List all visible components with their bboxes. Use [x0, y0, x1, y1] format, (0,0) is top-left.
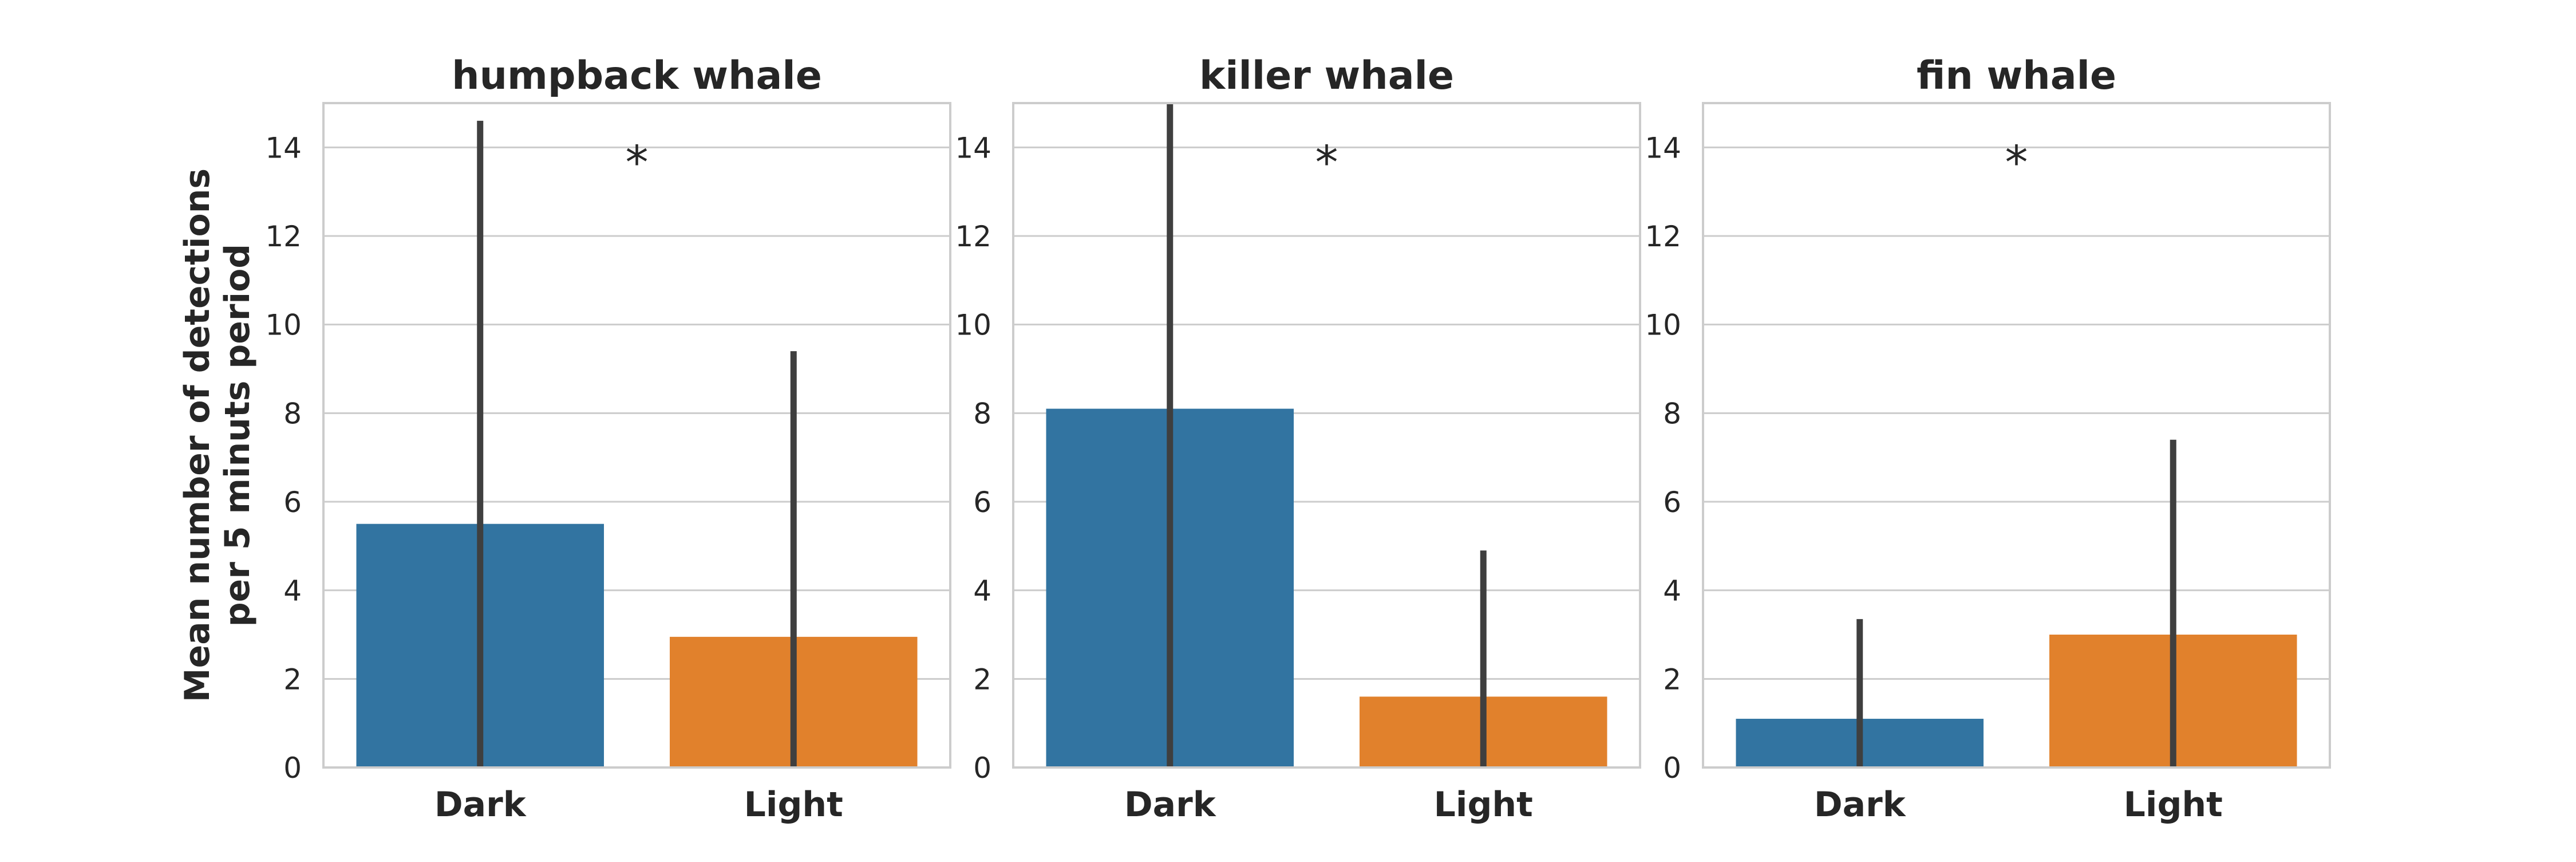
killer-whale-ytick-label-2: 2 — [973, 663, 991, 696]
humpback-whale-ytick-label-10: 10 — [265, 309, 302, 342]
humpback-whale-ytick-label-12: 12 — [265, 220, 302, 253]
humpback-whale-frame — [322, 102, 951, 769]
fin-whale-title: fin whale — [1917, 53, 2116, 99]
fin-whale-ytick-label-10: 10 — [1645, 309, 1681, 342]
killer-whale-ytick-label-14: 14 — [955, 131, 991, 164]
humpback-whale-ytick-label-6: 6 — [283, 486, 302, 519]
killer-whale-ytick-label-8: 8 — [973, 397, 991, 430]
killer-whale-title: killer whale — [1199, 53, 1454, 99]
fin-whale-ytick-label-8: 8 — [1663, 397, 1681, 430]
fin-whale-frame — [1702, 102, 2331, 769]
fin-whale-xtick-label-dark: Dark — [1814, 785, 1907, 825]
fin-whale-ytick-label-6: 6 — [1663, 486, 1681, 519]
humpback-whale-ytick-label-8: 8 — [283, 397, 302, 430]
killer-whale-ytick-label-4: 4 — [973, 574, 991, 608]
killer-whale-ytick-label-0: 0 — [973, 751, 991, 785]
fin-whale-ytick-label-4: 4 — [1663, 574, 1681, 608]
fin-whale-ytick-label-2: 2 — [1663, 663, 1681, 696]
fin-whale-ytick-label-14: 14 — [1645, 131, 1681, 164]
fin-whale-significance-mark: * — [2005, 136, 2028, 189]
humpback-whale-xtick-label-dark: Dark — [434, 785, 527, 825]
killer-whale-xtick-label-dark: Dark — [1124, 785, 1217, 825]
humpback-whale-ytick-label-4: 4 — [283, 574, 302, 608]
killer-whale-ytick-label-10: 10 — [955, 309, 991, 342]
humpback-whale-xtick-label-light: Light — [744, 785, 843, 825]
humpback-whale-significance-mark: * — [626, 136, 649, 189]
fin-whale-ytick-label-12: 12 — [1645, 220, 1681, 253]
killer-whale-ytick-label-12: 12 — [955, 220, 991, 253]
y-axis-label-line-2: per 5 minuts period — [218, 244, 258, 627]
killer-whale-ytick-label-6: 6 — [973, 486, 991, 519]
killer-whale-xtick-label-light: Light — [1434, 785, 1533, 825]
killer-whale-frame — [1012, 102, 1641, 769]
y-axis-label: Mean number of detectionsper 5 minuts pe… — [177, 168, 258, 702]
humpback-whale-ytick-label-14: 14 — [265, 131, 302, 164]
fin-whale-ytick-label-0: 0 — [1663, 751, 1681, 785]
fin-whale-xtick-label-light: Light — [2124, 785, 2223, 825]
y-axis-label-line-1: Mean number of detections — [177, 168, 218, 702]
killer-whale-significance-mark: * — [1315, 136, 1338, 189]
humpback-whale-title: humpback whale — [452, 53, 822, 99]
humpback-whale-ytick-label-2: 2 — [283, 663, 302, 696]
humpback-whale-ytick-label-0: 0 — [283, 751, 302, 785]
